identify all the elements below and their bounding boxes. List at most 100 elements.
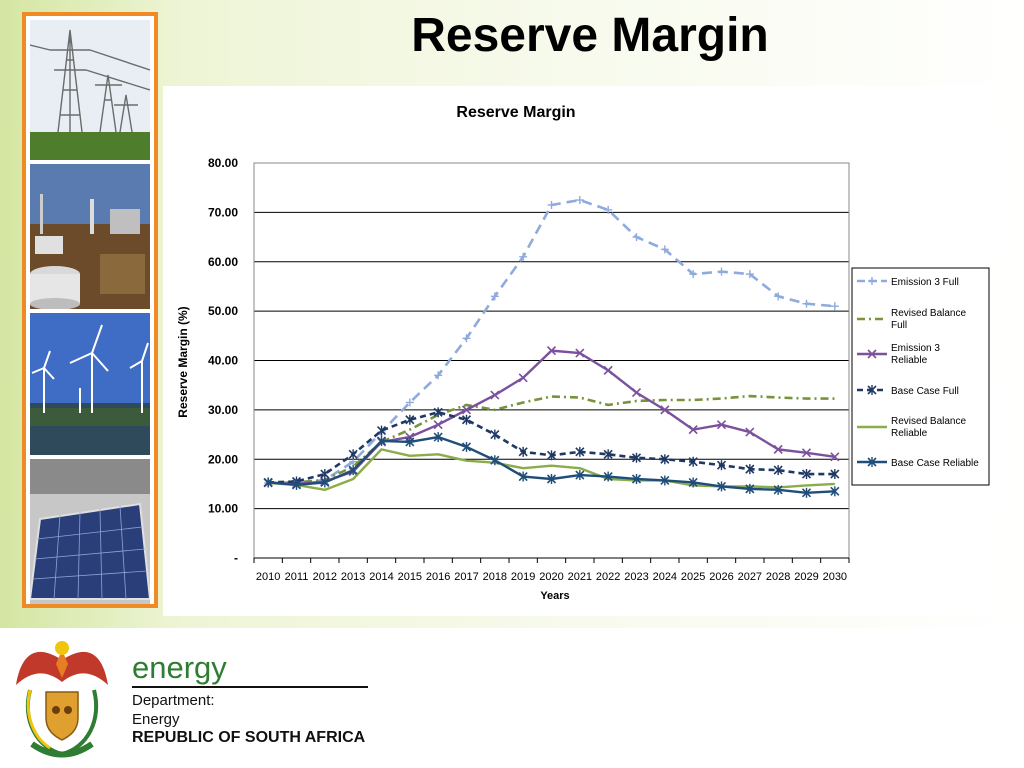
data-point xyxy=(773,444,783,454)
data-point xyxy=(830,486,840,497)
data-point xyxy=(801,487,812,498)
data-point xyxy=(547,200,556,209)
legend-marker xyxy=(867,349,877,359)
data-point xyxy=(320,477,330,488)
x-tick-label: 2010 xyxy=(256,571,280,583)
data-point xyxy=(490,429,500,440)
chart-panel: Reserve Margin Years Reserve Margin (%) … xyxy=(163,86,996,616)
data-point xyxy=(490,390,500,400)
data-point xyxy=(434,371,443,380)
data-point xyxy=(773,465,783,476)
legend-item: Emission 3 Reliable xyxy=(857,343,940,366)
x-tick-label: 2015 xyxy=(398,571,422,583)
x-tick-label: 2017 xyxy=(454,571,478,583)
x-tick-label: 2027 xyxy=(738,571,762,583)
department-name: Energy xyxy=(132,711,180,728)
data-point xyxy=(263,477,273,488)
energy-brand-word: energy xyxy=(132,650,227,685)
x-tick-label: 2012 xyxy=(313,571,337,583)
data-point xyxy=(745,427,755,437)
legend-marker xyxy=(867,385,877,395)
x-tick-label: 2025 xyxy=(681,571,705,583)
legend-box xyxy=(851,267,990,486)
data-point xyxy=(291,479,302,490)
data-point xyxy=(688,477,698,488)
x-tick-label: 2026 xyxy=(709,571,733,583)
y-tick-label: 60.00 xyxy=(208,255,238,269)
legend-item: Revised Balance Reliable xyxy=(857,416,966,439)
department-label: Department: xyxy=(132,692,215,709)
y-tick-label: 10.00 xyxy=(208,502,238,516)
y-tick-label: 20.00 xyxy=(208,452,238,466)
x-tick-label: 2029 xyxy=(794,571,818,583)
x-tick-label: 2021 xyxy=(568,571,592,583)
data-point xyxy=(745,464,755,475)
series-emission-3-full xyxy=(264,196,839,487)
data-point xyxy=(519,252,528,261)
x-tick-label: 2028 xyxy=(766,571,790,583)
data-point xyxy=(688,425,698,435)
legend-item: Base Case Reliable xyxy=(857,457,979,469)
legend-item: Base Case Full xyxy=(857,385,959,397)
legend-marker xyxy=(868,277,876,285)
data-point xyxy=(433,432,443,443)
y-tick-label: 40.00 xyxy=(208,354,238,368)
legend-label: Emission 3 Reliable xyxy=(891,343,940,366)
data-point xyxy=(575,470,585,481)
data-point xyxy=(518,373,528,383)
data-point xyxy=(575,196,584,205)
data-point xyxy=(801,448,812,458)
data-point xyxy=(802,299,811,308)
data-point xyxy=(745,270,754,279)
legend-item: Revised Balance Full xyxy=(857,308,966,331)
coat-of-arms-logo xyxy=(16,641,108,758)
data-point xyxy=(631,474,642,484)
data-point xyxy=(405,398,414,407)
legend-label: Revised Balance Full xyxy=(891,308,966,331)
data-point xyxy=(546,450,557,461)
solar-panel-photo xyxy=(30,459,150,604)
legend: Emission 3 Full Revised Balance Full Emissi… xyxy=(851,267,990,486)
data-point xyxy=(490,292,499,301)
data-point xyxy=(575,446,585,457)
legend-item: Emission 3 Full xyxy=(857,277,959,288)
legend-marker xyxy=(867,457,877,467)
country-name: REPUBLIC OF SOUTH AFRICA xyxy=(132,729,366,746)
axes: - 10.00 20.00 30.00 40.00 50.00 60.00 70.00 80.0… xyxy=(208,156,850,583)
data-point xyxy=(490,455,500,466)
data-point xyxy=(348,465,358,476)
data-point xyxy=(518,471,528,482)
data-point xyxy=(320,469,330,480)
legend-label: Base Case Reliable xyxy=(891,458,979,469)
series-lines xyxy=(263,196,840,498)
data-point xyxy=(603,471,613,482)
data-point xyxy=(376,425,387,436)
data-point xyxy=(433,420,443,430)
x-tick-label: 2020 xyxy=(539,571,563,583)
data-point xyxy=(631,388,642,398)
y-tick-label: 80.00 xyxy=(208,156,238,170)
data-point xyxy=(745,483,755,494)
wind-turbine-photo xyxy=(30,313,150,455)
data-point xyxy=(660,245,669,254)
data-point xyxy=(830,469,840,480)
data-point xyxy=(461,441,472,452)
reserve-margin-chart: Reserve Margin Years Reserve Margin (%) … xyxy=(176,104,990,602)
data-point xyxy=(660,405,670,415)
data-point xyxy=(689,270,698,279)
data-point xyxy=(546,474,557,484)
chart-title: Reserve Margin xyxy=(456,104,575,121)
series-line xyxy=(268,198,835,485)
data-point xyxy=(773,484,783,495)
data-point xyxy=(830,452,840,462)
slide-title: Reserve Margin xyxy=(411,9,769,62)
data-point xyxy=(801,469,812,480)
x-tick-label: 2013 xyxy=(341,571,365,583)
series-base-case-reliable xyxy=(263,432,840,498)
data-point xyxy=(405,436,415,447)
data-point xyxy=(376,435,387,446)
legend-label: Base Case Full xyxy=(891,386,959,397)
data-point xyxy=(604,205,613,214)
x-tick-label: 2018 xyxy=(483,571,507,583)
data-point xyxy=(575,348,585,358)
